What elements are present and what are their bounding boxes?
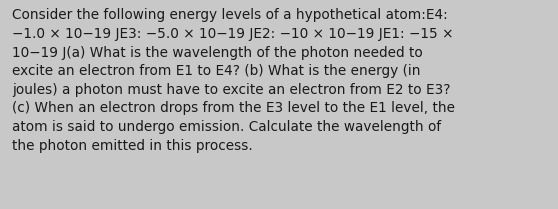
Text: Consider the following energy levels of a hypothetical atom:E4:
−1.0 × 10−19 JE3: Consider the following energy levels of … (12, 8, 455, 153)
